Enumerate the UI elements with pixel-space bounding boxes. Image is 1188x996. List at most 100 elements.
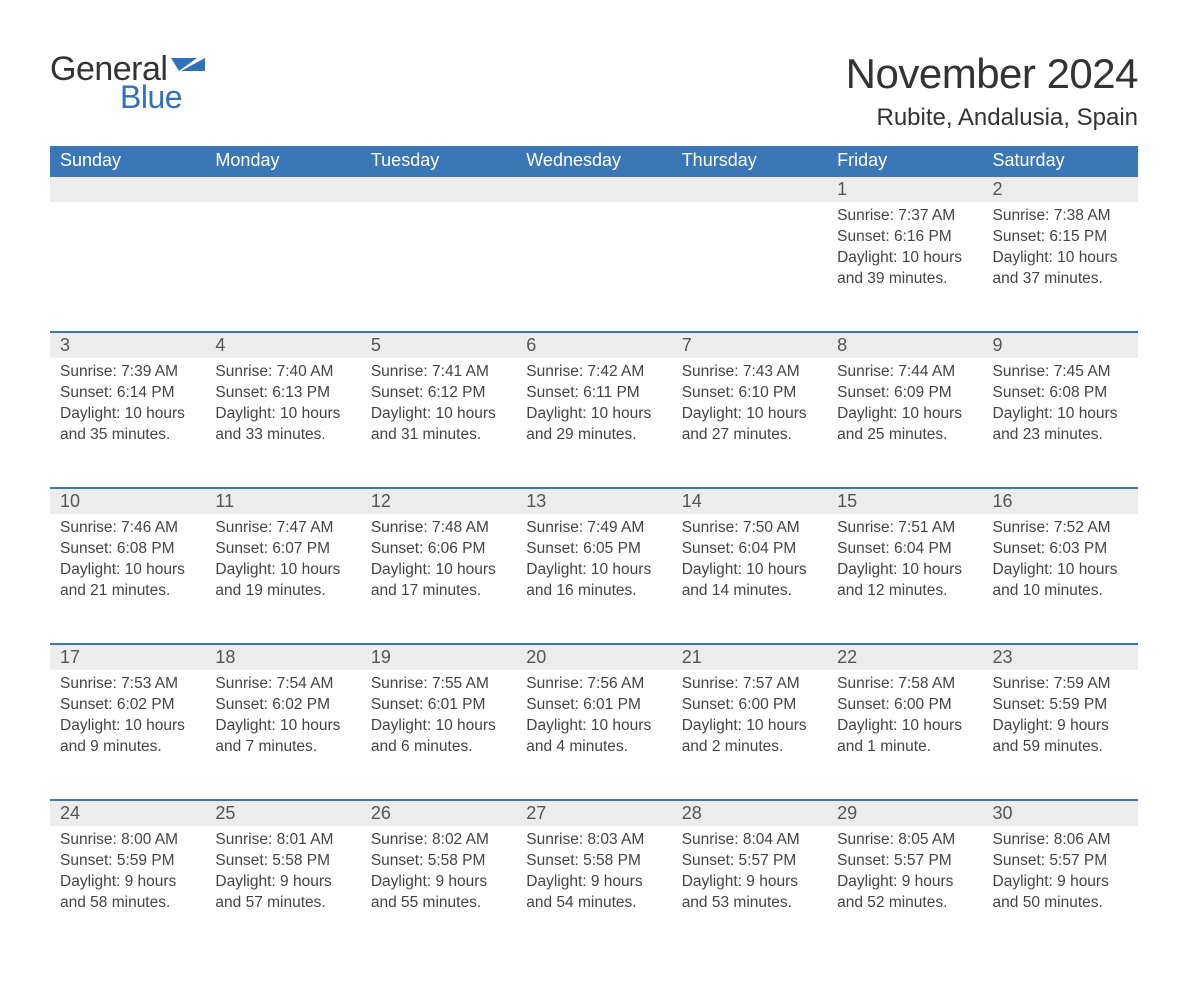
- day-number: 24: [60, 803, 80, 823]
- day-number: 29: [837, 803, 857, 823]
- daylight-text: Daylight: 10 hours and 23 minutes.: [993, 404, 1128, 446]
- sunrise-text: Sunrise: 7:45 AM: [993, 362, 1128, 383]
- day-number: 21: [682, 647, 702, 667]
- sunset-text: Sunset: 6:02 PM: [60, 695, 195, 716]
- sunset-text: Sunset: 6:03 PM: [993, 539, 1128, 560]
- day-number-cell: 8: [827, 332, 982, 358]
- day-content-row: Sunrise: 7:53 AMSunset: 6:02 PMDaylight:…: [50, 670, 1138, 800]
- day-number-cell: 5: [361, 332, 516, 358]
- day-content: Sunrise: 7:43 AMSunset: 6:10 PMDaylight:…: [672, 358, 827, 456]
- day-number: 11: [215, 491, 234, 511]
- weekday-header: Sunday: [50, 146, 205, 177]
- day-content: Sunrise: 7:55 AMSunset: 6:01 PMDaylight:…: [361, 670, 516, 768]
- day-content: Sunrise: 7:42 AMSunset: 6:11 PMDaylight:…: [516, 358, 671, 456]
- day-content: Sunrise: 7:56 AMSunset: 6:01 PMDaylight:…: [516, 670, 671, 768]
- day-cell: Sunrise: 7:52 AMSunset: 6:03 PMDaylight:…: [983, 514, 1138, 644]
- day-number-cell: 27: [516, 800, 671, 826]
- day-content: Sunrise: 7:58 AMSunset: 6:00 PMDaylight:…: [827, 670, 982, 768]
- sunset-text: Sunset: 6:02 PM: [215, 695, 350, 716]
- day-cell: Sunrise: 8:02 AMSunset: 5:58 PMDaylight:…: [361, 826, 516, 956]
- day-number-cell: 15: [827, 488, 982, 514]
- daylight-text: Daylight: 10 hours and 12 minutes.: [837, 560, 972, 602]
- day-number: 8: [837, 335, 847, 355]
- sunset-text: Sunset: 5:57 PM: [993, 851, 1128, 872]
- day-content: Sunrise: 8:02 AMSunset: 5:58 PMDaylight:…: [361, 826, 516, 924]
- day-content: Sunrise: 7:48 AMSunset: 6:06 PMDaylight:…: [361, 514, 516, 612]
- sunrise-text: Sunrise: 8:02 AM: [371, 830, 506, 851]
- calendar-page: General Blue November 2024 Rubite, Andal…: [0, 0, 1188, 996]
- day-cell: Sunrise: 7:46 AMSunset: 6:08 PMDaylight:…: [50, 514, 205, 644]
- day-number-cell: 11: [205, 488, 360, 514]
- daynum-row: 24252627282930: [50, 800, 1138, 826]
- day-cell: Sunrise: 7:51 AMSunset: 6:04 PMDaylight:…: [827, 514, 982, 644]
- day-cell: Sunrise: 7:50 AMSunset: 6:04 PMDaylight:…: [672, 514, 827, 644]
- day-content: Sunrise: 7:38 AMSunset: 6:15 PMDaylight:…: [983, 202, 1138, 300]
- sunset-text: Sunset: 6:07 PM: [215, 539, 350, 560]
- daylight-text: Daylight: 10 hours and 29 minutes.: [526, 404, 661, 446]
- sunset-text: Sunset: 5:59 PM: [993, 695, 1128, 716]
- daylight-text: Daylight: 10 hours and 35 minutes.: [60, 404, 195, 446]
- sunrise-text: Sunrise: 7:55 AM: [371, 674, 506, 695]
- sunrise-text: Sunrise: 8:04 AM: [682, 830, 817, 851]
- sunset-text: Sunset: 6:09 PM: [837, 383, 972, 404]
- daylight-text: Daylight: 10 hours and 21 minutes.: [60, 560, 195, 602]
- day-number: 28: [682, 803, 702, 823]
- sunset-text: Sunset: 6:05 PM: [526, 539, 661, 560]
- day-cell: Sunrise: 7:55 AMSunset: 6:01 PMDaylight:…: [361, 670, 516, 800]
- sunset-text: Sunset: 5:58 PM: [215, 851, 350, 872]
- day-number: 1: [837, 179, 847, 199]
- daylight-text: Daylight: 9 hours and 55 minutes.: [371, 872, 506, 914]
- daylight-text: Daylight: 9 hours and 52 minutes.: [837, 872, 972, 914]
- daylight-text: Daylight: 10 hours and 9 minutes.: [60, 716, 195, 758]
- sunset-text: Sunset: 6:01 PM: [526, 695, 661, 716]
- day-number-cell: 10: [50, 488, 205, 514]
- daylight-text: Daylight: 10 hours and 2 minutes.: [682, 716, 817, 758]
- daylight-text: Daylight: 10 hours and 33 minutes.: [215, 404, 350, 446]
- day-number-cell: 3: [50, 332, 205, 358]
- day-cell: Sunrise: 7:57 AMSunset: 6:00 PMDaylight:…: [672, 670, 827, 800]
- daylight-text: Daylight: 9 hours and 59 minutes.: [993, 716, 1128, 758]
- day-content: Sunrise: 7:45 AMSunset: 6:08 PMDaylight:…: [983, 358, 1138, 456]
- day-cell: Sunrise: 7:40 AMSunset: 6:13 PMDaylight:…: [205, 358, 360, 488]
- weekday-header: Monday: [205, 146, 360, 177]
- day-number: 27: [526, 803, 546, 823]
- day-content-row: Sunrise: 7:46 AMSunset: 6:08 PMDaylight:…: [50, 514, 1138, 644]
- logo: General Blue: [50, 50, 205, 116]
- day-number: 5: [371, 335, 381, 355]
- day-number-cell: 14: [672, 488, 827, 514]
- day-number: 14: [682, 491, 702, 511]
- day-number-cell: 28: [672, 800, 827, 826]
- sunrise-text: Sunrise: 7:44 AM: [837, 362, 972, 383]
- daylight-text: Daylight: 9 hours and 54 minutes.: [526, 872, 661, 914]
- daylight-text: Daylight: 10 hours and 27 minutes.: [682, 404, 817, 446]
- day-number: 15: [837, 491, 857, 511]
- day-content: Sunrise: 7:52 AMSunset: 6:03 PMDaylight:…: [983, 514, 1138, 612]
- day-cell: Sunrise: 7:41 AMSunset: 6:12 PMDaylight:…: [361, 358, 516, 488]
- day-content-row: Sunrise: 8:00 AMSunset: 5:59 PMDaylight:…: [50, 826, 1138, 956]
- day-number-cell: 26: [361, 800, 516, 826]
- logo-text-blue: Blue: [120, 79, 182, 116]
- sunrise-text: Sunrise: 7:42 AM: [526, 362, 661, 383]
- day-cell: Sunrise: 7:42 AMSunset: 6:11 PMDaylight:…: [516, 358, 671, 488]
- day-content: Sunrise: 8:01 AMSunset: 5:58 PMDaylight:…: [205, 826, 360, 924]
- sunrise-text: Sunrise: 7:50 AM: [682, 518, 817, 539]
- day-cell: Sunrise: 8:04 AMSunset: 5:57 PMDaylight:…: [672, 826, 827, 956]
- day-content: Sunrise: 7:40 AMSunset: 6:13 PMDaylight:…: [205, 358, 360, 456]
- day-cell: Sunrise: 8:00 AMSunset: 5:59 PMDaylight:…: [50, 826, 205, 956]
- sunset-text: Sunset: 6:12 PM: [371, 383, 506, 404]
- sunset-text: Sunset: 6:04 PM: [837, 539, 972, 560]
- weekday-header: Wednesday: [516, 146, 671, 177]
- daylight-text: Daylight: 10 hours and 10 minutes.: [993, 560, 1128, 602]
- header: General Blue November 2024 Rubite, Andal…: [50, 50, 1138, 132]
- day-number-cell: 2: [983, 177, 1138, 202]
- sunrise-text: Sunrise: 7:59 AM: [993, 674, 1128, 695]
- title-block: November 2024 Rubite, Andalusia, Spain: [846, 50, 1138, 132]
- day-cell: Sunrise: 7:37 AMSunset: 6:16 PMDaylight:…: [827, 202, 982, 332]
- daylight-text: Daylight: 10 hours and 25 minutes.: [837, 404, 972, 446]
- weekday-header-row: Sunday Monday Tuesday Wednesday Thursday…: [50, 146, 1138, 177]
- day-number-cell: 23: [983, 644, 1138, 670]
- day-number-cell: 30: [983, 800, 1138, 826]
- day-number: 10: [60, 491, 80, 511]
- day-content-row: Sunrise: 7:39 AMSunset: 6:14 PMDaylight:…: [50, 358, 1138, 488]
- sunset-text: Sunset: 5:59 PM: [60, 851, 195, 872]
